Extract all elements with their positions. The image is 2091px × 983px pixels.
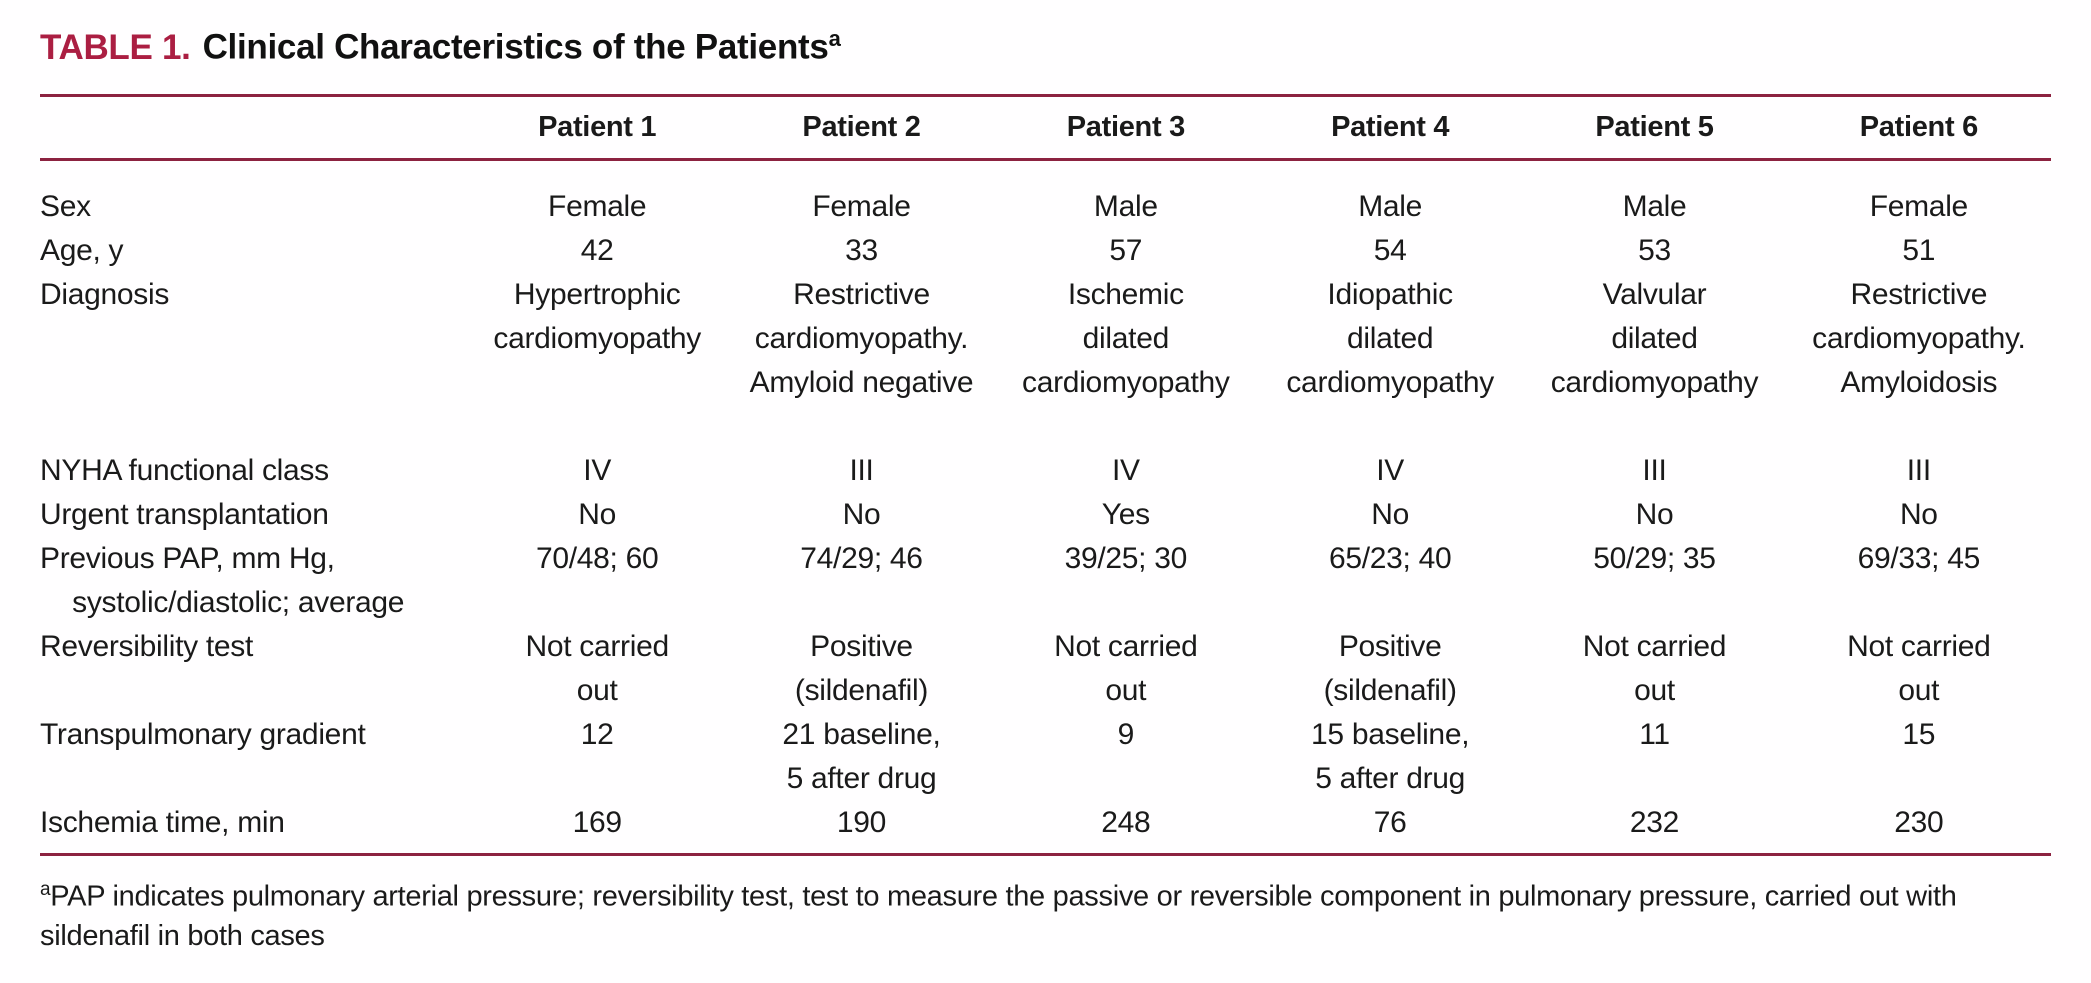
table-cell: 11 [1639, 717, 1670, 751]
table-cell: 248 [1101, 805, 1151, 839]
header-row: Patient 1 Patient 2 Patient 3 Patient 4 … [40, 96, 2051, 161]
table-cell: Not carried out [1054, 629, 1198, 707]
column-header-patient-4: Patient 4 [1257, 96, 1523, 161]
table-cell: III [1642, 453, 1667, 487]
table-cell: Male [1358, 189, 1423, 223]
row-label: Sex [40, 189, 91, 223]
table-title-footnote-marker: a [828, 26, 841, 51]
table-cell: IV [1376, 453, 1405, 487]
row-label: NYHA functional class [40, 453, 329, 487]
table-cell: 50/29; 35 [1593, 541, 1716, 575]
table-cell: Yes [1101, 497, 1150, 531]
row-label: Urgent transplantation [40, 497, 329, 531]
table-cell: Ischemic dilated cardiomyopathy [1022, 277, 1230, 399]
table-cell: Not carried out [1582, 629, 1727, 707]
table-cell: III [1906, 453, 1931, 487]
table-cell: 54 [1373, 233, 1407, 267]
table-cell: Positive (sildenafil) [1323, 629, 1457, 707]
table-cell: Female [812, 189, 911, 223]
top-rule [40, 93, 2051, 97]
table-cell: 69/33; 45 [1857, 541, 1981, 575]
table-cell: 15 baseline, 5 after drug [1311, 717, 1470, 795]
table-cell: Positive (sildenafil) [794, 629, 929, 707]
table-row-reversibility-test: Reversibility test Not carried out Posit… [40, 625, 2051, 713]
table-cell: Restrictive cardiomyopathy. Amyloidosis [1812, 277, 2026, 399]
table-cell: Restrictive cardiomyopathy. Amyloid nega… [749, 277, 974, 399]
table-cell: 33 [845, 233, 878, 267]
table-cell: 190 [836, 805, 887, 839]
table-header: Patient 1 Patient 2 Patient 3 Patient 4 … [40, 96, 2051, 161]
table-cell: 39/25; 30 [1064, 541, 1188, 575]
row-label: Reversibility test [40, 629, 253, 663]
table-cell: 232 [1629, 805, 1680, 839]
corner-cell [40, 96, 465, 161]
table-cell: 230 [1894, 805, 1944, 839]
row-label: Ischemia time, min [40, 805, 285, 839]
table-cell: No [578, 497, 617, 531]
row-label: Transpulmonary gradient [40, 717, 366, 751]
table-number-label: TABLE 1. [40, 27, 191, 67]
table-cell: Female [1869, 189, 1969, 223]
table-cell: Idiopathic dilated cardiomyopathy [1286, 277, 1494, 399]
table-cell: Not carried out [1847, 629, 1991, 707]
table-body: Sex Female Female Male Male Male Female … [40, 159, 2051, 853]
table-cell: No [1371, 497, 1410, 531]
table-row-age: Age, y 42 33 57 54 53 51 [40, 229, 2051, 273]
table-cell: 70/48; 60 [535, 541, 659, 575]
column-header-patient-6: Patient 6 [1786, 96, 2051, 161]
footnote-marker: a [40, 878, 51, 900]
table-row-urgent-transplantation: Urgent transplantation No No Yes No No N… [40, 493, 2051, 537]
table-title: TABLE 1. Clinical Characteristics of the … [40, 26, 2051, 68]
table-row-sex: Sex Female Female Male Male Male Female [40, 159, 2051, 229]
table-row-previous-pap: Previous PAP, mm Hg, systolic/diastolic;… [40, 537, 2051, 625]
table-cell: 65/23; 40 [1328, 541, 1452, 575]
table-cell: 9 [1117, 717, 1135, 751]
patients-table: Patient 1 Patient 2 Patient 3 Patient 4 … [40, 96, 2051, 853]
table-cell: 51 [1902, 233, 1936, 267]
table-cell: Hypertrophic cardiomyopathy [493, 277, 701, 355]
table-cell: 21 baseline, 5 after drug [782, 717, 941, 795]
table-cell: No [842, 497, 881, 531]
bottom-rule [40, 852, 2051, 856]
table-cell: No [1635, 497, 1674, 531]
column-header-patient-3: Patient 3 [993, 96, 1258, 161]
table-cell: Male [1622, 189, 1687, 223]
table-row-ischemia-time: Ischemia time, min 169 190 248 76 232 23… [40, 801, 2051, 853]
column-header-patient-2: Patient 2 [729, 96, 994, 161]
table-cell: 53 [1638, 233, 1671, 267]
table-cell: 57 [1109, 233, 1143, 267]
row-label: Previous PAP, mm Hg, systolic/diastolic;… [40, 541, 405, 619]
table-cell: IV [583, 453, 612, 487]
table-cell: III [849, 453, 874, 487]
table-cell: 74/29; 46 [800, 541, 923, 575]
column-header-patient-1: Patient 1 [465, 96, 730, 161]
table-cell: Not carried out [525, 629, 669, 707]
table-cell: 42 [580, 233, 614, 267]
table-row-nyha-class: NYHA functional class IV III IV IV III I… [40, 449, 2051, 493]
table-title-text: Clinical Characteristics of the Patients [202, 27, 829, 67]
table-cell: Female [548, 189, 647, 223]
table-cell: 169 [572, 805, 622, 839]
row-label: Age, y [40, 233, 124, 267]
table-row-transpulmonary-gradient: Transpulmonary gradient 12 21 baseline, … [40, 713, 2051, 801]
table-cell: 15 [1902, 717, 1936, 751]
table-cell: Male [1093, 189, 1158, 223]
footnote-text: PAP indicates pulmonary arterial pressur… [40, 880, 1957, 953]
row-label: Diagnosis [40, 277, 170, 311]
table-cell: Valvular dilated cardiomyopathy [1550, 277, 1759, 399]
table-cell: No [1899, 497, 1938, 531]
table-row-diagnosis: Diagnosis Hypertrophic cardiomyopathy Re… [40, 273, 2051, 449]
table-cell: 12 [580, 717, 614, 751]
table-cell: IV [1111, 453, 1140, 487]
table-footnote: aPAP indicates pulmonary arterial pressu… [40, 870, 2051, 957]
column-header-patient-5: Patient 5 [1522, 96, 1787, 161]
table-cell: 76 [1373, 805, 1407, 839]
